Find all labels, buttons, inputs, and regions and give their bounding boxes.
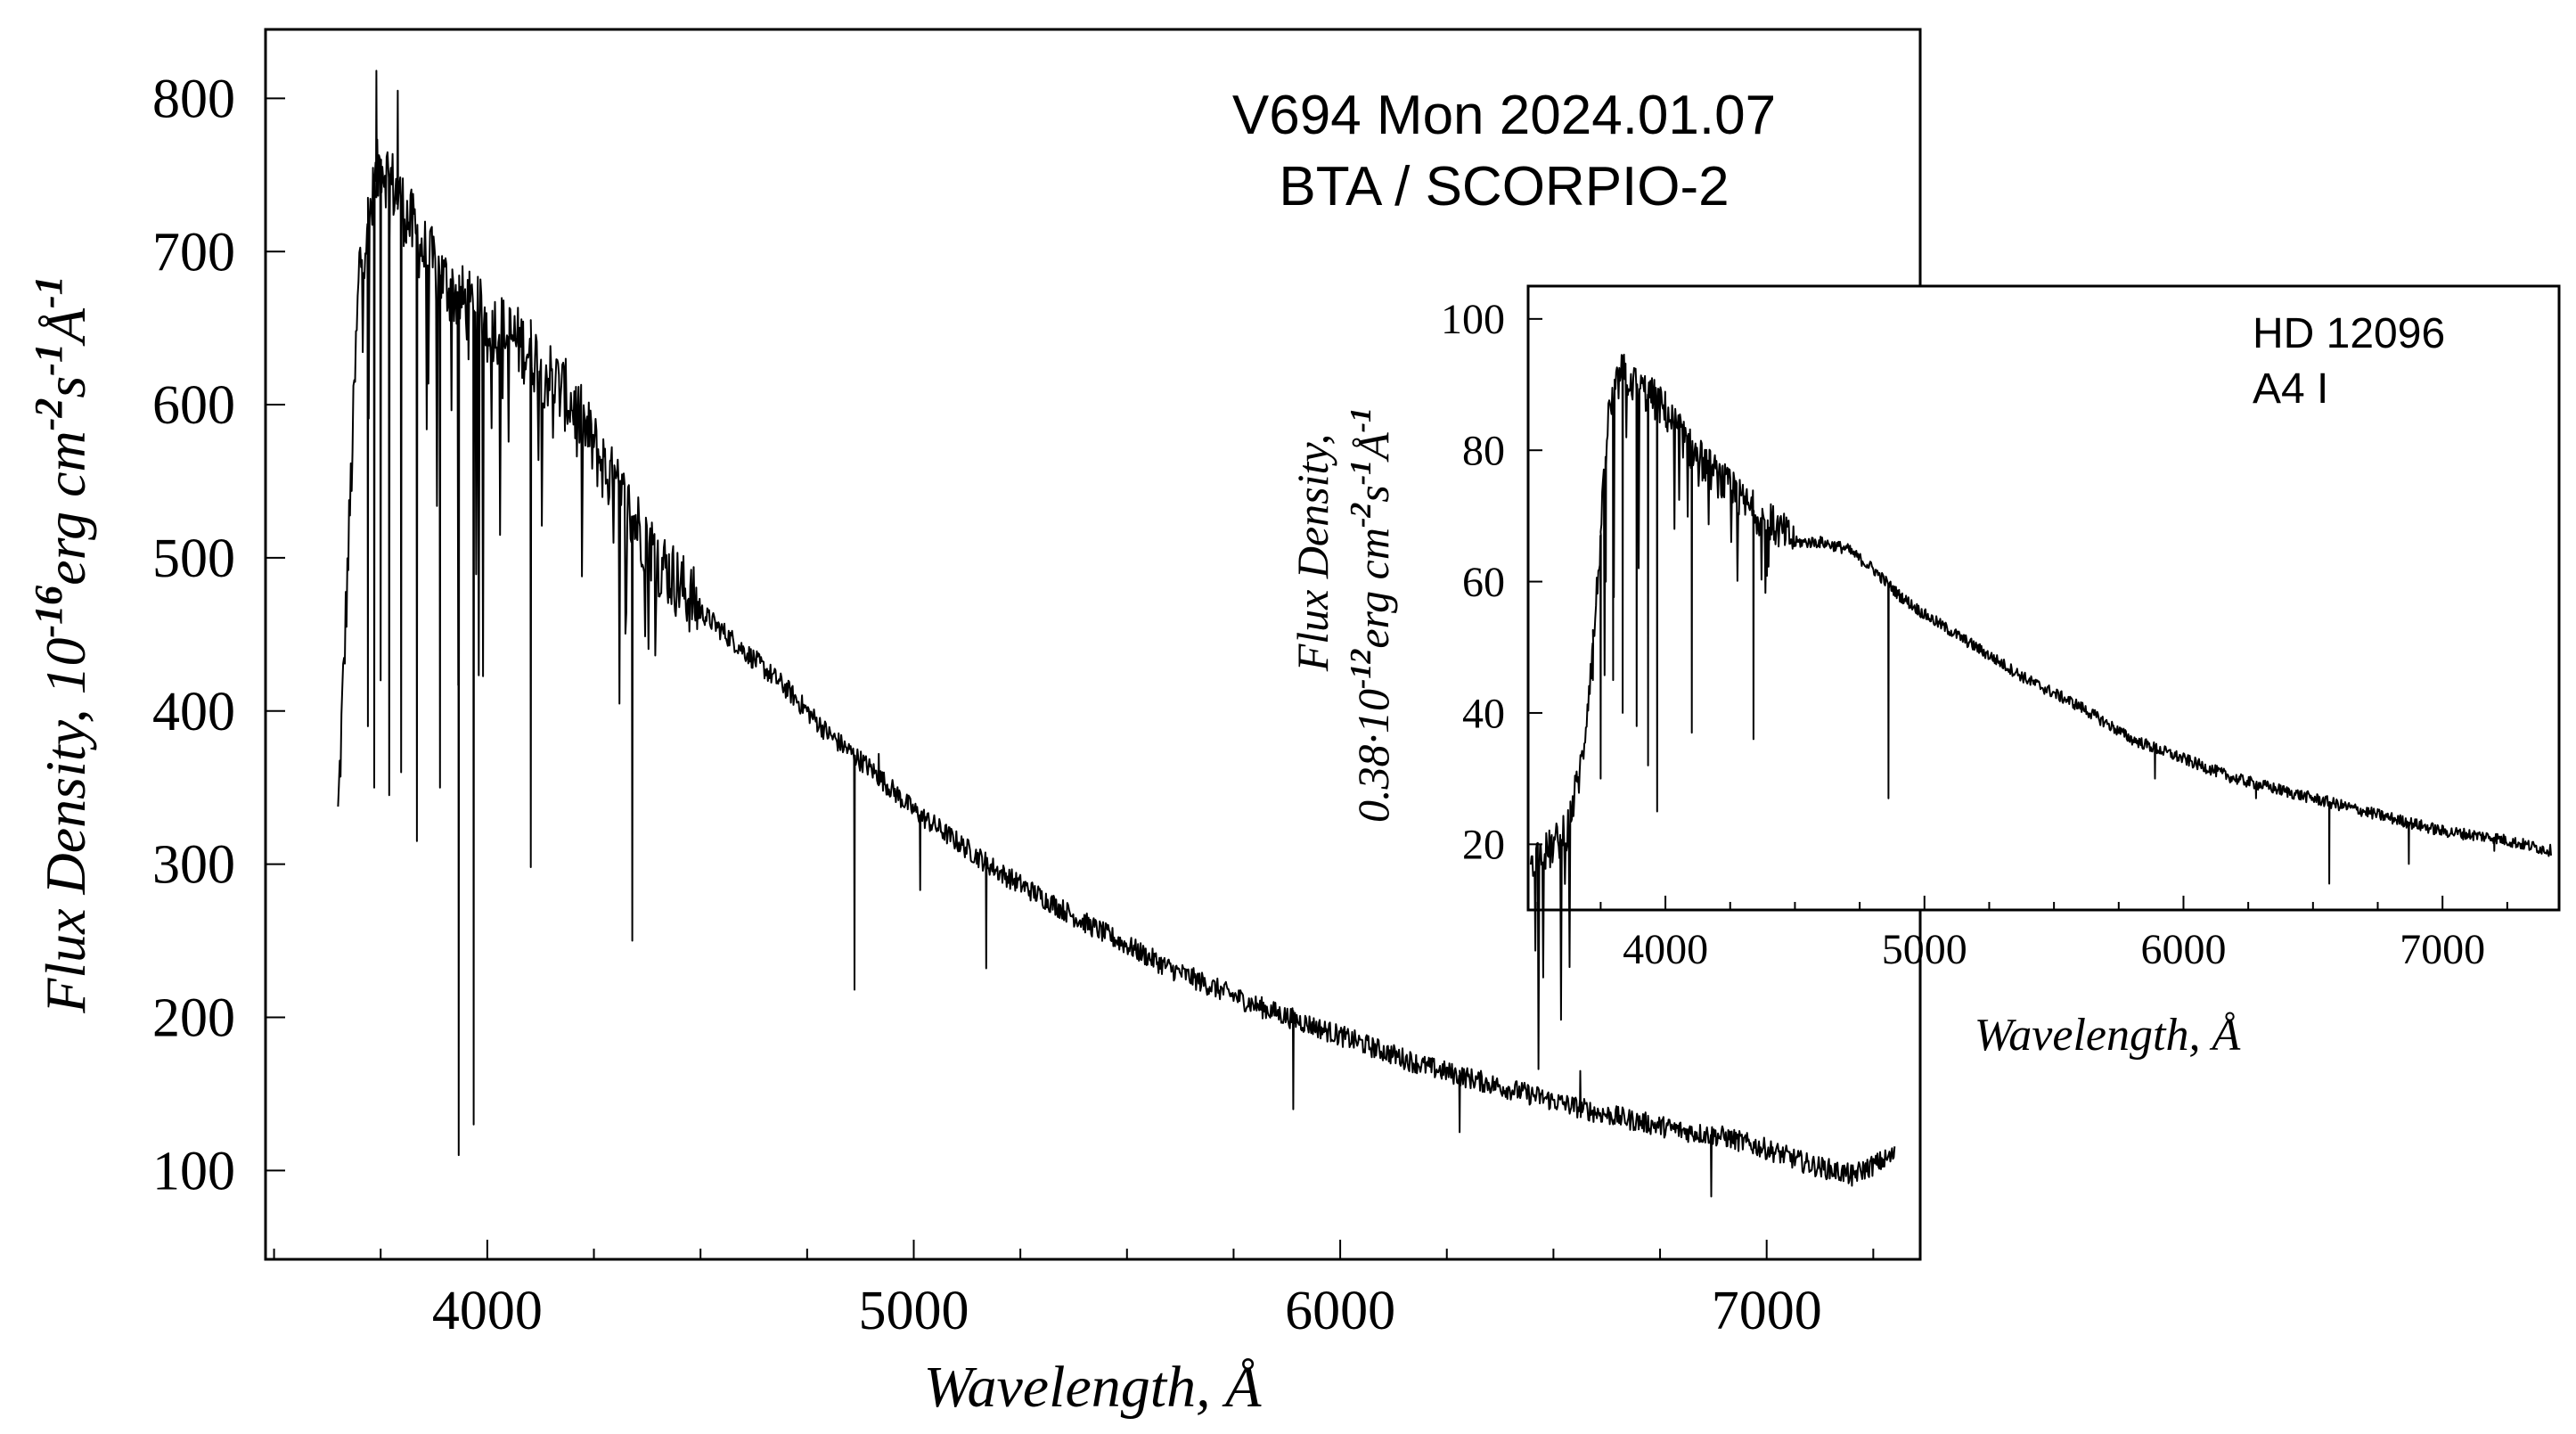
- inset-y-label-s: s: [1348, 485, 1398, 502]
- main-chart: 4000 5000 6000 7000 100 200 300 400 500 600 700 80…: [27, 28, 1922, 1420]
- main-y-label-exp-4: -1: [27, 275, 70, 308]
- inset-y-axis-label-line-1: Flux Density,: [1288, 434, 1337, 673]
- main-y-tick-label-600: 600: [152, 375, 235, 436]
- inset-y-axis-label-line-2: 0.38·10-12erg cm-2s-1Å-1: [1345, 407, 1398, 823]
- main-y-label-s: s: [34, 376, 97, 398]
- inset-y-ticks: 20 40 60 80 100: [1441, 296, 1542, 869]
- inset-chart: 4000 5000 6000 7000 20 40 60 80 100 HD 12096 A4…: [1288, 284, 2561, 1070]
- inset-title-line-2: A4 I: [2253, 365, 2328, 413]
- main-y-tick-label-300: 300: [152, 835, 235, 896]
- inset-spectrum-line: [1529, 353, 2552, 1070]
- main-y-label-units: erg cm: [34, 430, 97, 586]
- main-y-label-exp-1: -16: [27, 586, 70, 638]
- main-y-axis-label: Flux Density, 10-16erg cm-2s-1Å-1: [27, 275, 97, 1013]
- inset-plot-frame: [1526, 284, 2561, 912]
- inset-y-label-exp-3: -1: [1345, 460, 1378, 485]
- inset-y-label-exp-4: -1: [1345, 407, 1378, 432]
- main-x-tick-label-7000: 7000: [1712, 1281, 1822, 1341]
- main-title-line-2: BTA / SCORPIO-2: [1279, 156, 1729, 217]
- main-y-tick-label-500: 500: [152, 529, 235, 589]
- inset-y-tick-label-80: 80: [1462, 428, 1505, 475]
- main-x-ticks: 4000 5000 6000 7000: [273, 1240, 1875, 1341]
- inset-x-tick-label-5000: 5000: [1882, 926, 1967, 973]
- inset-y-label-angstrom: Å: [1348, 432, 1398, 463]
- main-y-tick-label-400: 400: [152, 682, 235, 742]
- main-y-tick-label-700: 700: [152, 222, 235, 283]
- inset-x-tick-label-7000: 7000: [2400, 926, 2485, 973]
- inset-background: [1528, 286, 2559, 910]
- inset-x-tick-label-4000: 4000: [1623, 926, 1708, 973]
- main-y-ticks: 100 200 300 400 500 600 700 800: [152, 69, 285, 1201]
- main-title-line-1: V694 Mon 2024.01.07: [1232, 85, 1776, 146]
- main-x-tick-label-6000: 6000: [1285, 1281, 1395, 1341]
- main-y-tick-label-100: 100: [152, 1141, 235, 1201]
- inset-y-tick-label-20: 20: [1462, 822, 1505, 869]
- inset-y-label-units: erg cm: [1348, 528, 1398, 649]
- inset-y-label-exp-2: -2: [1345, 503, 1378, 528]
- inset-x-ticks: 4000 5000 6000 7000: [1534, 896, 2508, 973]
- inset-y-tick-label-100: 100: [1441, 296, 1505, 343]
- main-y-label-prefix: Flux Density, 10: [34, 637, 97, 1013]
- main-y-label-angstrom: Å: [34, 307, 97, 347]
- main-x-axis-label: Wavelength, Å: [924, 1355, 1262, 1420]
- main-spectrum-line: [337, 70, 1896, 1198]
- inset-y-tick-label-40: 40: [1462, 690, 1505, 737]
- inset-x-tick-label-6000: 6000: [2140, 926, 2226, 973]
- inset-y-tick-label-60: 60: [1462, 559, 1505, 606]
- main-x-tick-label-4000: 4000: [432, 1281, 543, 1341]
- inset-y-label-prefix: 0.38·10: [1348, 689, 1398, 823]
- main-y-label-exp-3: -1: [27, 343, 70, 376]
- main-y-label-exp-2: -2: [27, 398, 70, 431]
- main-x-tick-label-5000: 5000: [858, 1281, 969, 1341]
- main-y-tick-label-800: 800: [152, 69, 235, 129]
- main-y-tick-label-200: 200: [152, 988, 235, 1049]
- inset-y-label-exp-1: -12: [1345, 649, 1378, 689]
- inset-title-line-1: HD 12096: [2253, 310, 2445, 357]
- inset-x-axis-label: Wavelength, Å: [1975, 1010, 2241, 1061]
